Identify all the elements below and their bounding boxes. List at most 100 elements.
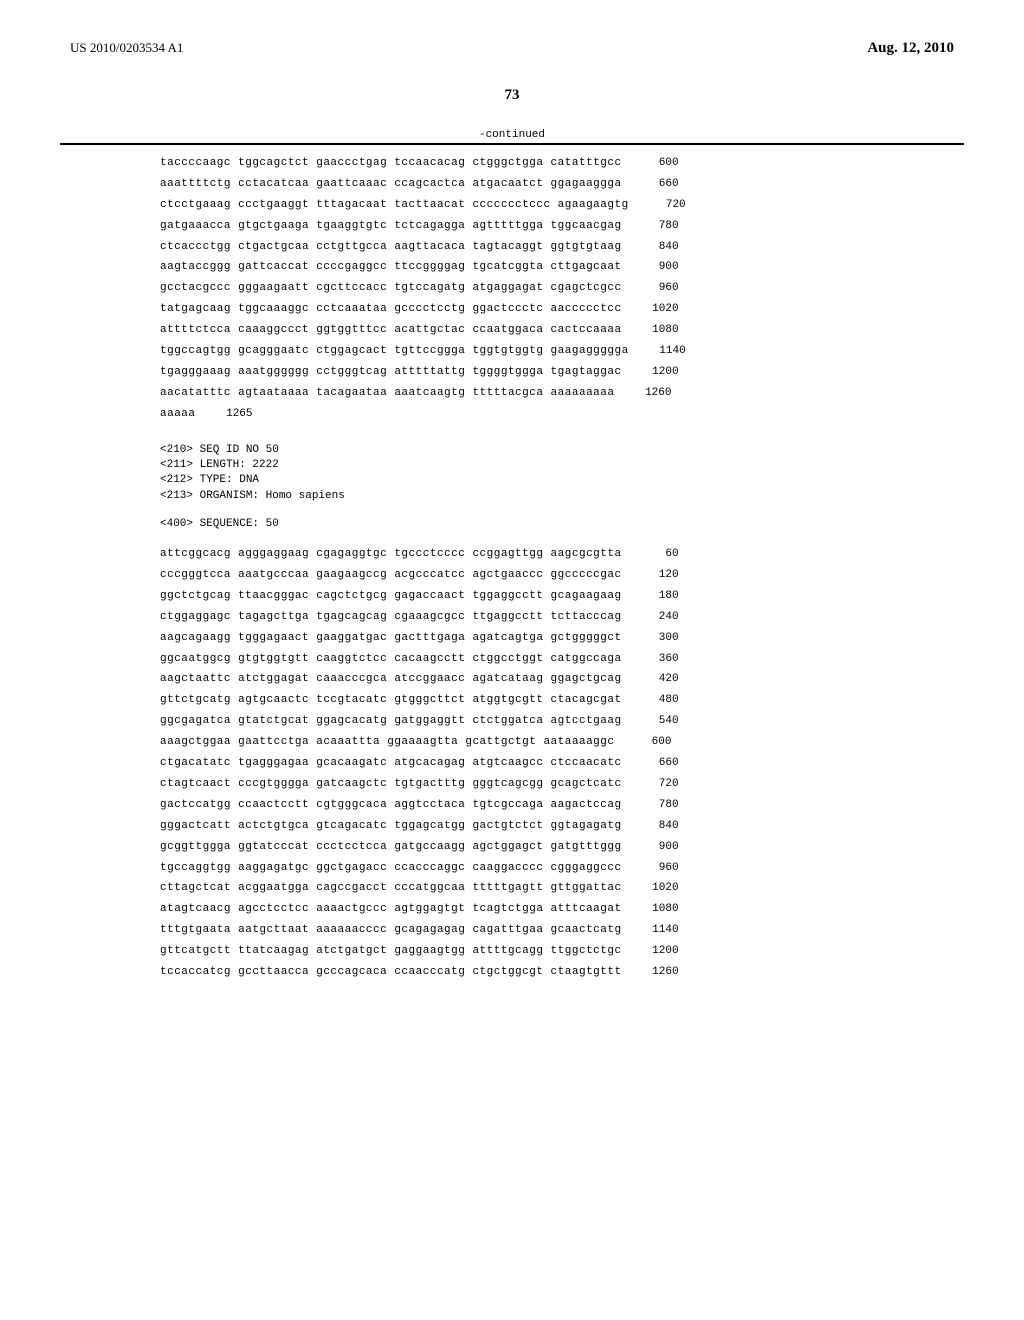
sequence-position: 240 [644,607,679,628]
sequence-position: 840 [644,237,679,258]
sequence-position: 420 [644,669,679,690]
sequence-position: 900 [644,257,679,278]
sequence-line: gactccatgg ccaactcctt cgtgggcaca aggtcct… [160,795,964,816]
sequence-text: aaaaa [160,404,196,425]
sequence-text: tgccaggtgg aaggagatgc ggctgagacc ccaccca… [160,858,622,879]
sequence-line: gttcatgctt ttatcaagag atctgatgct gaggaag… [160,941,964,962]
sequence-text: gatgaaacca gtgctgaaga tgaaggtgtc tctcaga… [160,216,622,237]
sequence-line: gttctgcatg agtgcaactc tccgtacatc gtgggct… [160,690,964,711]
sequence-line: aaattttctg cctacatcaa gaattcaaac ccagcac… [160,174,964,195]
sequence-position: 960 [644,858,679,879]
sequence-position: 720 [644,774,679,795]
sequence-text: gcggttggga ggtatcccat ccctcctcca gatgcca… [160,837,622,858]
sequence-text: ctggaggagc tagagcttga tgagcagcag cgaaagc… [160,607,622,628]
sequence-text: aagctaattc atctggagat caaacccgca atccgga… [160,669,622,690]
sequence-position: 960 [644,278,679,299]
sequence-position: 360 [644,649,679,670]
sequence-text: gttctgcatg agtgcaactc tccgtacatc gtgggct… [160,690,622,711]
sequence-line: ctcctgaaag ccctgaaggt tttagacaat tacttaa… [160,195,964,216]
sequence-line: aagcagaagg tgggagaact gaaggatgac gactttg… [160,628,964,649]
sequence-text: aacatatttc agtaataaaa tacagaataa aaatcaa… [160,383,614,404]
sequence-text: ctgacatatc tgagggagaa gcacaagatc atgcaca… [160,753,622,774]
continued-label: -continued [60,129,964,141]
sequence-text: ctagtcaact cccgtgggga gatcaagctc tgtgact… [160,774,622,795]
sequence-line: ggcgagatca gtatctgcat ggagcacatg gatggag… [160,711,964,732]
sequence-line: aacatatttc agtaataaaa tacagaataa aaatcaa… [160,383,964,404]
sequence-position: 780 [644,216,679,237]
sequence-text: tccaccatcg gccttaacca gcccagcaca ccaaccc… [160,962,622,983]
sequence-text: cttagctcat acggaatgga cagccgacct cccatgg… [160,878,622,899]
header-divider [60,143,964,145]
sequence-position: 600 [636,732,671,753]
sequence-position: 1260 [644,962,679,983]
sequence-position: 1265 [218,404,253,425]
sequence-line: taccccaagc tggcagctct gaaccctgag tccaaca… [160,153,964,174]
publication-date: Aug. 12, 2010 [867,40,954,57]
sequence-text: gggactcatt actctgtgca gtcagacatc tggagca… [160,816,622,837]
sequence-position: 1140 [651,341,686,362]
sequence-line: ctgacatatc tgagggagaa gcacaagatc atgcaca… [160,753,964,774]
sequence-position: 1080 [644,899,679,920]
sequence-position: 660 [644,753,679,774]
sequence-position: 900 [644,837,679,858]
sequence-line: tatgagcaag tggcaaaggc cctcaaataa gcccctc… [160,299,964,320]
sequence-line: tttgtgaata aatgcttaat aaaaaacccc gcagaga… [160,920,964,941]
sequence-position: 1200 [644,362,679,383]
sequence-line: gcggttggga ggtatcccat ccctcctcca gatgcca… [160,837,964,858]
sequence-text: ggcaatggcg gtgtggtgtt caaggtctcc cacaagc… [160,649,622,670]
sequence-line: attttctcca caaaggccct ggtggtttcc acattgc… [160,320,964,341]
sequence-position: 540 [644,711,679,732]
sequence-position: 660 [644,174,679,195]
sequence-position: 1200 [644,941,679,962]
sequence-text: aagcagaagg tgggagaact gaaggatgac gactttg… [160,628,622,649]
sequence-line: gcctacgccc gggaagaatt cgcttccacc tgtccag… [160,278,964,299]
sequence-metadata: <210> SEQ ID NO 50 <211> LENGTH: 2222 <2… [60,443,964,505]
sequence-line: aagctaattc atctggagat caaacccgca atccgga… [160,669,964,690]
organism-line: <213> ORGANISM: Homo sapiens [160,489,964,504]
sequence-text: aaattttctg cctacatcaa gaattcaaac ccagcac… [160,174,622,195]
sequence-position: 180 [644,586,679,607]
sequence-text: gactccatgg ccaactcctt cgtgggcaca aggtcct… [160,795,622,816]
sequence-text: gttcatgctt ttatcaagag atctgatgct gaggaag… [160,941,622,962]
page-number: 73 [60,87,964,104]
sequence-position: 840 [644,816,679,837]
document-number: US 2010/0203534 A1 [70,40,183,56]
sequence-line: tgagggaaag aaatgggggg cctgggtcag attttta… [160,362,964,383]
sequence-line: gatgaaacca gtgctgaaga tgaaggtgtc tctcaga… [160,216,964,237]
sequence-position: 1140 [644,920,679,941]
sequence-position: 1260 [636,383,671,404]
sequence-line: aaaaa 1265 [160,404,964,425]
sequence-line: ctagtcaact cccgtgggga gatcaagctc tgtgact… [160,774,964,795]
sequence-position: 1020 [644,299,679,320]
sequence-text: attcggcacg agggaggaag cgagaggtgc tgccctc… [160,544,622,565]
length-line: <211> LENGTH: 2222 [160,458,964,473]
sequence-line: attcggcacg agggaggaag cgagaggtgc tgccctc… [160,544,964,565]
sequence-text: ctcaccctgg ctgactgcaa cctgttgcca aagttac… [160,237,622,258]
sequence-text: tgagggaaag aaatgggggg cctgggtcag attttta… [160,362,622,383]
sequence-block-2: attcggcacg agggaggaag cgagaggtgc tgccctc… [60,544,964,983]
sequence-line: atagtcaacg agcctcctcc aaaactgccc agtggag… [160,899,964,920]
type-line: <212> TYPE: DNA [160,473,964,488]
sequence-text: ggctctgcag ttaacgggac cagctctgcg gagacca… [160,586,622,607]
seq-id-line: <210> SEQ ID NO 50 [160,443,964,458]
sequence-line: cccgggtcca aaatgcccaa gaagaagccg acgccca… [160,565,964,586]
sequence-line: ctcaccctgg ctgactgcaa cctgttgcca aagttac… [160,237,964,258]
sequence-text: tttgtgaata aatgcttaat aaaaaacccc gcagaga… [160,920,622,941]
sequence-line: aaagctggaa gaattcctga acaaattta ggaaaagt… [160,732,964,753]
sequence-line: gggactcatt actctgtgca gtcagacatc tggagca… [160,816,964,837]
sequence-text: tatgagcaag tggcaaaggc cctcaaataa gcccctc… [160,299,622,320]
sequence-line: ggcaatggcg gtgtggtgtt caaggtctcc cacaagc… [160,649,964,670]
document-header: US 2010/0203534 A1 Aug. 12, 2010 [60,40,964,57]
sequence-line: aagtaccggg gattcaccat ccccgaggcc ttccggg… [160,257,964,278]
sequence-line: ggctctgcag ttaacgggac cagctctgcg gagacca… [160,586,964,607]
sequence-line: tggccagtgg gcagggaatc ctggagcact tgttccg… [160,341,964,362]
sequence-block-1: taccccaagc tggcagctct gaaccctgag tccaaca… [60,153,964,425]
sequence-text: atagtcaacg agcctcctcc aaaactgccc agtggag… [160,899,622,920]
sequence-text: ctcctgaaag ccctgaaggt tttagacaat tacttaa… [160,195,629,216]
sequence-line: ctggaggagc tagagcttga tgagcagcag cgaaagc… [160,607,964,628]
sequence-position: 60 [644,544,679,565]
sequence-text: ggcgagatca gtatctgcat ggagcacatg gatggag… [160,711,622,732]
sequence-text: tggccagtgg gcagggaatc ctggagcact tgttccg… [160,341,629,362]
sequence-text: gcctacgccc gggaagaatt cgcttccacc tgtccag… [160,278,622,299]
sequence-text: aagtaccggg gattcaccat ccccgaggcc ttccggg… [160,257,622,278]
